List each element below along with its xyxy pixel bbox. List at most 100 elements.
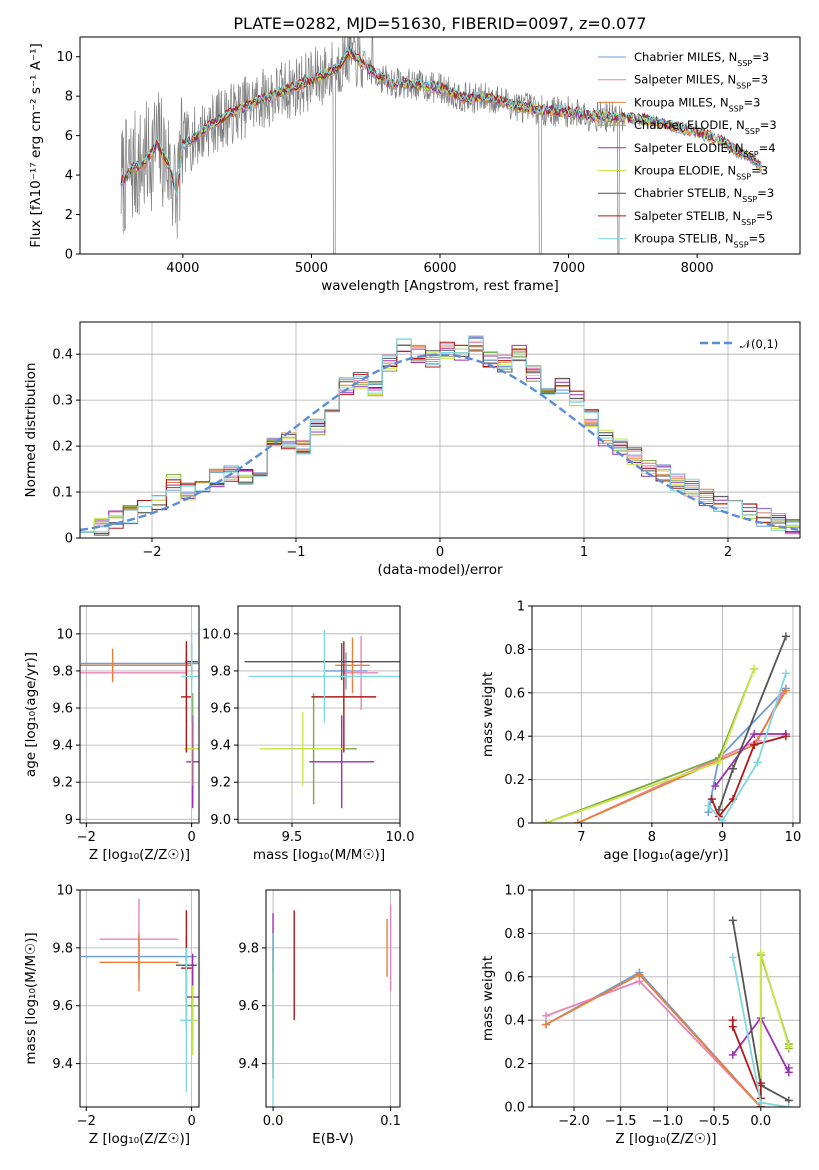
legend-name: Kroupa MILES, N — [634, 95, 729, 109]
y-tick-label: 0.2 — [52, 440, 73, 455]
y-tick-label: 0.0 — [504, 1101, 525, 1116]
x-tick-label: 9.5 — [282, 830, 303, 845]
legend-subscript: SSP — [742, 195, 757, 204]
legend-label: Salpeter MILES, NSSP=3 — [634, 73, 768, 91]
x-tick-label: 1 — [580, 545, 588, 560]
weight-marker — [542, 1011, 551, 1020]
x-tick-label: 7 — [577, 830, 585, 845]
model-spectrum — [121, 43, 762, 196]
weight-line — [545, 971, 762, 1107]
plot-area — [80, 630, 199, 809]
plot-area — [244, 630, 400, 809]
y-tick-label: 9.0 — [210, 813, 231, 828]
weight-marker — [718, 816, 727, 823]
x-tick-label: 0 — [187, 1114, 195, 1129]
x-tick-label: −1 — [286, 545, 305, 560]
weight-marker — [756, 1098, 765, 1107]
legend-count: =3 — [751, 73, 768, 87]
legend-label: Salpeter ELODIE, NSSP=4 — [634, 141, 776, 159]
legend-subscript: SSP — [737, 59, 752, 68]
weight-marker — [750, 664, 759, 673]
weight-marker — [728, 1022, 737, 1031]
plot-area — [542, 632, 790, 823]
legend-label: Chabrier STELIB, NSSP=3 — [634, 186, 774, 204]
y-tick-label: 0.6 — [504, 970, 525, 985]
y-tick-label: 9.2 — [52, 776, 73, 791]
legend-label: Chabrier ELODIE, NSSP=3 — [634, 118, 777, 136]
plot-area — [81, 898, 199, 1093]
axes-frame — [79, 36, 801, 255]
y-tick-label: 0.4 — [52, 348, 73, 363]
legend-subscript: SSP — [729, 104, 744, 113]
legend-name: Kroupa ELODIE, N — [634, 164, 736, 178]
y-tick-label: 9.8 — [52, 664, 73, 679]
x-tick-label: 8000 — [681, 261, 714, 276]
axes-frame — [79, 605, 200, 824]
axes-frame — [237, 605, 401, 824]
weight-marker — [781, 632, 790, 641]
axes-frame — [265, 889, 401, 1108]
y-axis-label: age [log₁₀(age/yr)] — [23, 652, 39, 777]
legend-name: Chabrier ELODIE, N — [634, 118, 745, 132]
x-tick-label: 10.0 — [386, 830, 415, 845]
y-axis-label: Normed distribution — [23, 363, 39, 498]
y-tick-label: 0.4 — [504, 730, 525, 745]
x-tick-label: 2 — [724, 545, 732, 560]
y-tick-label: 10 — [56, 627, 73, 642]
plot-area — [272, 904, 392, 1107]
y-tick-label: 0.2 — [504, 773, 525, 788]
panel-spectrum: 4000 5000 6000 7000 8000 0 2 4 6 8 10 wavelength [A… — [28, 36, 801, 294]
x-tick-label: 6000 — [423, 261, 456, 276]
weight-marker — [750, 740, 759, 749]
weight-marker — [784, 1103, 793, 1107]
weight-marker — [573, 819, 582, 823]
legend-name: Salpeter ELODIE, N — [634, 141, 744, 155]
legend-subscript: SSP — [736, 81, 751, 90]
weight-marker — [784, 1063, 793, 1072]
legend-label: Chabrier MILES, NSSP=3 — [634, 50, 769, 68]
y-tick-label: 0.1 — [52, 486, 73, 501]
y-tick-label: 9.4 — [52, 739, 73, 754]
legend-subscript: SSP — [745, 127, 760, 136]
weight-marker — [781, 686, 790, 695]
weight-marker — [781, 669, 790, 678]
weight-marker — [704, 801, 713, 810]
y-tick-label: 9.6 — [52, 702, 73, 717]
axes-frame — [79, 321, 801, 539]
y-axis-label: mass [log₁₀(M/M☉)] — [23, 932, 39, 1064]
legend-label: 𝒩(0,1) — [740, 337, 778, 351]
y-tick-label: 0.4 — [504, 1014, 525, 1029]
model-spectrum — [120, 50, 762, 193]
observed-spectrum — [120, 37, 762, 254]
y-tick-label: 4 — [65, 169, 73, 184]
chart-title: PLATE=0282, MJD=51630, FIBERID=0097, z=0… — [233, 14, 646, 33]
model-spectrum — [120, 46, 762, 195]
axes-frame — [531, 605, 801, 824]
x-tick-label: 10 — [785, 830, 802, 845]
x-tick-label: −2 — [77, 830, 96, 845]
x-tick-label: −2 — [142, 545, 161, 560]
weight-line — [577, 692, 784, 823]
legend-label: Kroupa MILES, NSSP=3 — [634, 95, 760, 113]
panel-mass-vs-Z: −2 0 9.4 9.6 9.8 10 Z [log₁₀(Z/Z☉)] mass [log₁₀… — [23, 884, 200, 1147]
weight-marker — [753, 758, 762, 767]
y-tick-label: 1 — [517, 600, 525, 615]
y-tick-label: 0.8 — [504, 927, 525, 942]
y-tick-label: 9 — [65, 813, 73, 828]
weight-marker — [711, 782, 720, 791]
legend-count: =3 — [751, 164, 768, 178]
legend: Chabrier MILES, NSSP=3 Salpeter MILES, NS… — [598, 50, 777, 249]
x-tick-label: 4000 — [166, 261, 199, 276]
x-tick-label: 9 — [718, 830, 726, 845]
y-tick-label: 1.0 — [504, 884, 525, 899]
x-tick-label: 0 — [436, 545, 444, 560]
x-tick-label: −2 — [77, 1114, 96, 1129]
weight-marker — [729, 764, 737, 773]
y-tick-label: 9.6 — [52, 999, 73, 1014]
y-tick-label: 10 — [56, 50, 73, 65]
weight-line — [707, 673, 787, 823]
x-axis-label: Z [log₁₀(Z/Z☉)] — [615, 1131, 716, 1147]
legend-count: =3 — [757, 186, 774, 200]
